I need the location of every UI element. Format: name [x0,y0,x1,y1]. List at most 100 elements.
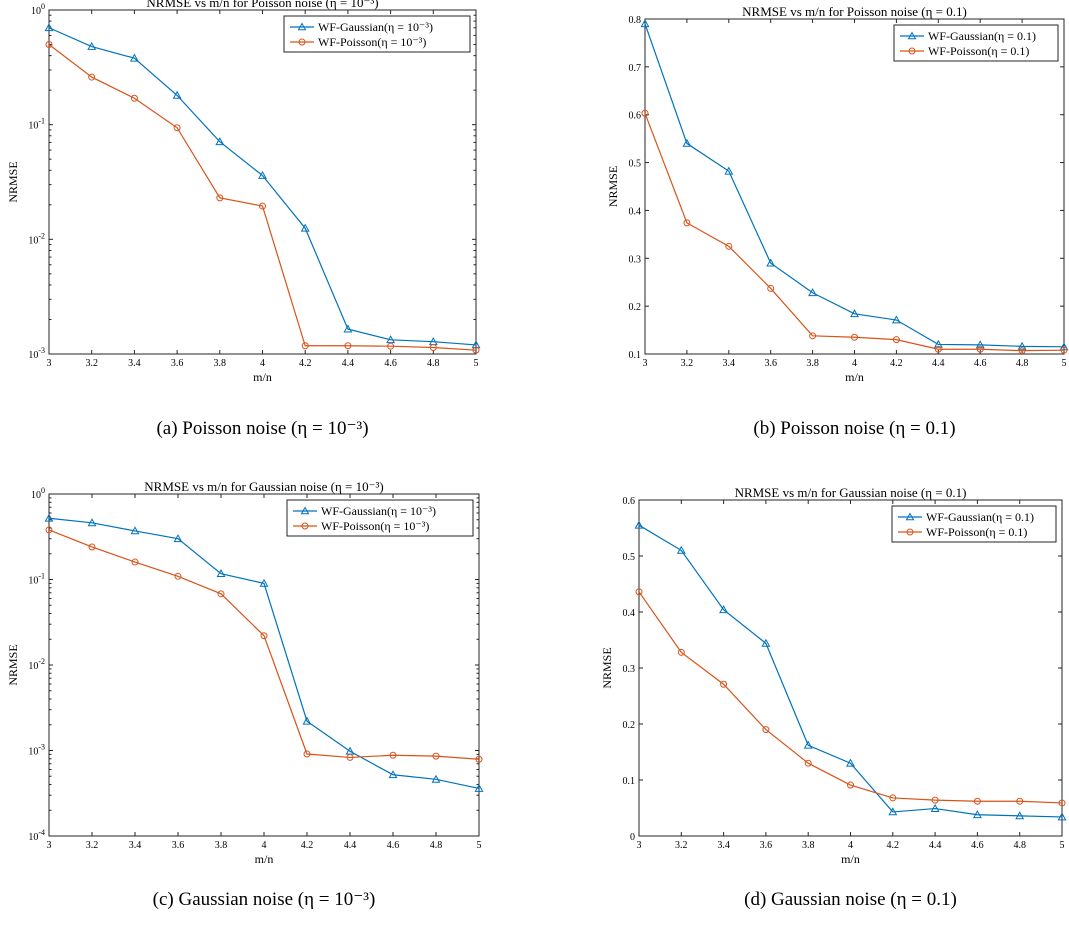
x-tick-label: 3.2 [675,840,688,851]
x-tick-label: 4 [848,840,853,851]
series-line-1 [48,529,480,760]
x-tick-label: 4.6 [387,840,400,851]
chart-title: NRMSE vs m/n for Poisson noise (η = 10⁻³… [146,0,378,10]
series-line-1 [48,44,477,351]
x-tick-label: 3.6 [172,840,185,851]
x-tick-label: 3.4 [717,840,730,851]
data-point-triangle [258,170,267,179]
x-tick-label: 3 [637,840,642,851]
y-tick-label: 0.5 [623,552,636,563]
data-point-circle [889,794,897,802]
series-line-0 [48,27,477,346]
data-point-triangle [761,638,771,647]
data-point-circle [1016,797,1024,805]
chart-panel-3: 3 3.2 3.4 3.6 3.8 4 4.2 4.4 4.6 4.8 5 0 0.1 0.2 0.3 0.4… [600,485,1067,910]
data-point-triangle [888,807,898,816]
legend-marker-circle [301,522,309,530]
legend [286,499,474,537]
data-point-circle [804,759,812,767]
data-point-circle [677,648,685,656]
data-point-circle [389,751,397,759]
y-axis-label: NRMSE [6,644,20,685]
data-point-triangle [300,223,310,232]
data-point-triangle [216,569,226,578]
x-tick-label: 4.6 [971,840,984,851]
data-point-triangle [130,526,140,535]
legend-marker-triangle [300,506,310,515]
data-point-circle [720,680,728,688]
series-line-0 [638,524,1063,818]
data-point-triangle [933,339,943,348]
y-tick-label: 0.4 [623,608,636,619]
legend-entry: WF-Poisson(η = 10⁻³) [321,519,429,533]
y-tick-label: 0.7 [629,63,642,74]
x-tick-label: 4.2 [299,358,312,369]
data-point-triangle [634,520,644,529]
data-point-circle [847,781,854,789]
x-tick-label: 3.8 [806,358,819,369]
data-point-triangle [803,740,813,749]
y-tick-label: 10-4 [28,828,45,843]
data-point-triangle [972,810,982,819]
y-tick-label: 10-2 [28,657,45,672]
data-point-triangle [891,315,901,324]
legend-marker-circle [298,38,306,46]
data-point-triangle [471,340,481,349]
figure-caption: (a) Poisson noise (η = 10⁻³) [156,418,368,439]
y-tick-label: 10-3 [28,743,45,758]
x-tick-label: 4.4 [342,358,355,369]
y-axis-label: NRMSE [600,647,614,688]
y-axis-label: NRMSE [6,161,20,202]
data-point-triangle [87,518,97,527]
x-tick-label: 3.4 [128,358,141,369]
data-point-circle [725,242,733,250]
y-tick-label: 0.2 [629,302,642,313]
chart-title: NRMSE vs m/n for Poisson noise (η = 0.1) [742,4,967,19]
x-tick-label: 4.8 [427,358,440,369]
data-point-circle [346,753,354,761]
legend-marker-circle [906,528,914,536]
y-tick-label: 10-1 [28,572,45,587]
x-axis-label: m/n [255,852,274,866]
y-tick-label: 0.5 [629,159,642,170]
data-point-circle [45,526,53,534]
legend-entry: WF-Poisson(η = 0.1) [928,44,1029,58]
x-axis-label: m/n [253,370,272,384]
data-point-circle [260,632,268,640]
y-tick-label: 0.1 [623,776,636,787]
x-tick-label: 5 [1060,840,1065,851]
x-tick-label: 3.6 [764,358,777,369]
x-tick-label: 4.6 [974,358,987,369]
legend-marker-triangle [297,22,307,31]
data-point-triangle [215,137,225,146]
data-point-triangle [388,770,398,779]
x-tick-label: 4.8 [430,840,443,851]
x-tick-label: 4.2 [890,358,903,369]
legend [283,15,471,53]
x-tick-label: 5 [477,840,482,851]
legend [893,24,1059,62]
data-point-circle [934,345,942,353]
y-tick-label: 0.1 [629,350,642,361]
series-line-1 [644,113,1065,352]
chart-panel-0: 3 3.2 3.4 3.6 3.8 4 4.2 4.4 4.6 4.8 5 10-3 10-2 10-1 1… [6,0,481,439]
legend-marker-circle [908,47,916,55]
chart-panel-2: 3 3.2 3.4 3.6 3.8 4 4.2 4.4 4.6 4.8 5 10-4 10-3 10-2 1… [6,479,484,910]
data-point-triangle [474,783,484,792]
data-point-triangle [1057,812,1067,821]
data-point-triangle [172,90,182,99]
legend-marker-triangle [907,31,917,40]
y-tick-label: 0.2 [623,720,636,731]
x-tick-label: 3.2 [86,840,99,851]
data-point-triangle [302,716,312,725]
legend-entry: WF-Poisson(η = 10⁻³) [318,35,426,49]
x-tick-label: 5 [474,358,479,369]
data-point-triangle [808,288,818,297]
data-point-triangle [724,166,734,175]
data-point-circle [931,796,939,804]
y-tick-label: 0 [630,832,635,843]
chart-title: NRMSE vs m/n for Gaussian noise (η = 10⁻… [144,479,383,494]
data-point-circle [475,755,483,763]
data-point-triangle [44,23,54,32]
